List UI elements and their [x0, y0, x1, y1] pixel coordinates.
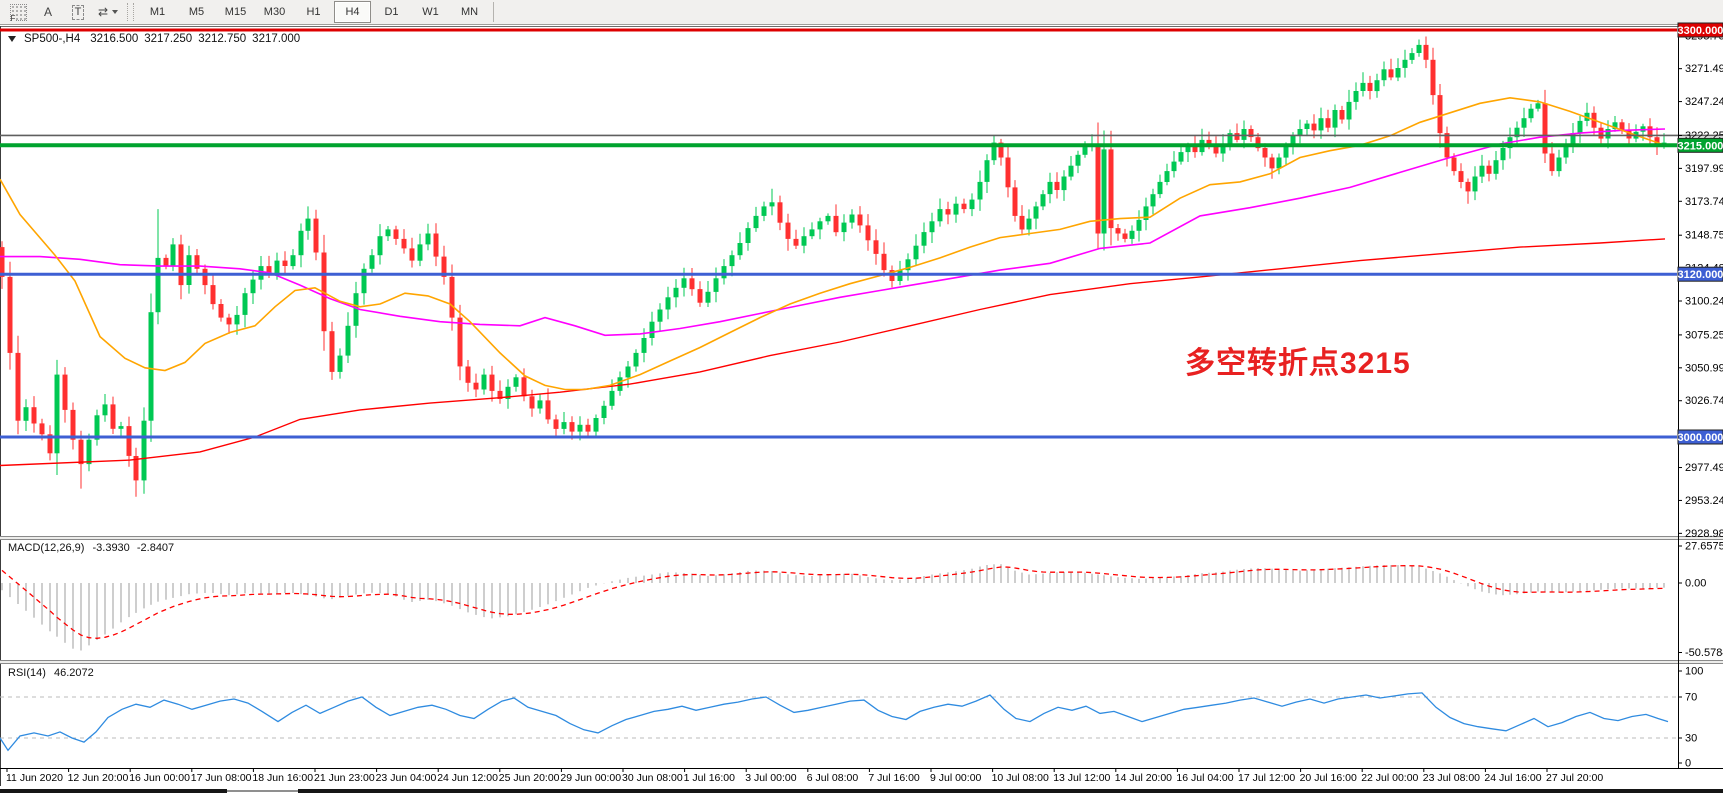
svg-text:100: 100	[1685, 666, 1703, 678]
svg-text:3120.000: 3120.000	[1678, 269, 1723, 281]
svg-text:3148.750: 3148.750	[1685, 230, 1723, 242]
timeframe-button-m5[interactable]: M5	[188, 6, 205, 18]
fibonacci-grid-tool-icon: F	[9, 3, 27, 23]
svg-text:0: 0	[1685, 758, 1691, 770]
quote-close: 3217.000	[252, 33, 301, 45]
panel-separator-1[interactable]	[0, 660, 1723, 664]
svg-text:27.6575: 27.6575	[1685, 541, 1723, 553]
chart-background[interactable]	[0, 26, 1723, 786]
svg-text:3173.740: 3173.740	[1685, 196, 1723, 208]
quote-low: 3212.750	[198, 33, 247, 45]
svg-text:11 Jun 2020: 11 Jun 2020	[6, 772, 63, 784]
svg-text:1 Jul 16:00: 1 Jul 16:00	[684, 772, 736, 784]
macd-value-signal: -2.8407	[136, 542, 175, 554]
timeframe-button-m1[interactable]: M1	[149, 6, 166, 18]
indicator-axis-ticks: 27.6575 0.00 -50.5784 100 70 30 0	[1678, 541, 1723, 770]
rsi-indicator-label: RSI(14) 46.2072	[8, 667, 94, 679]
toolbar: F A T ⇄ M1 M5 M15 M30 H1 H4 D1 W1 MN	[0, 0, 1723, 25]
svg-text:3 Jul 00:00: 3 Jul 00:00	[745, 772, 797, 784]
svg-text:3197.995: 3197.995	[1685, 163, 1723, 175]
quote-high: 3217.250	[144, 33, 193, 45]
svg-text:2928.985: 2928.985	[1685, 528, 1723, 540]
macd-indicator-label: MACD(12,26,9) -3.3930 -2.8407	[8, 542, 175, 554]
timeframe-button-m30[interactable]: M30	[263, 6, 286, 18]
svg-text:16 Jul 04:00: 16 Jul 04:00	[1176, 772, 1233, 784]
macd-histogram	[1, 564, 1665, 651]
time-axis-labels: 11 Jun 2020 12 Jun 20:00 16 Jun 00:00 17 Ju…	[6, 768, 1603, 784]
chart-annotation-text[interactable]: 多空转折点3215	[1185, 347, 1411, 380]
svg-text:29 Jun 00:00: 29 Jun 00:00	[560, 772, 621, 784]
svg-text:30: 30	[1685, 733, 1697, 745]
fibonacci-grid-tool-button[interactable]: F	[4, 1, 32, 24]
price-badge-3300.000: 3300.000	[1677, 22, 1723, 38]
svg-text:21 Jun 23:00: 21 Jun 23:00	[314, 772, 375, 784]
timeframe-button-h4[interactable]: H4	[334, 1, 371, 23]
rsi-line	[0, 692, 1669, 752]
price-badge-3120.000: 3120.000	[1677, 266, 1723, 282]
svg-text:10 Jul 08:00: 10 Jul 08:00	[992, 772, 1049, 784]
timeframe-button-w1[interactable]: W1	[422, 6, 439, 18]
svg-text:22 Jul 00:00: 22 Jul 00:00	[1361, 772, 1418, 784]
price-badge-3000.000: 3000.000	[1677, 429, 1723, 445]
svg-text:20 Jul 16:00: 20 Jul 16:00	[1300, 772, 1357, 784]
taskbar-edge	[0, 787, 1723, 794]
timeframe-button-h1[interactable]: H1	[306, 6, 321, 18]
panel-separator-0[interactable]	[0, 536, 1723, 540]
ma-slow-red-line	[0, 238, 1666, 467]
svg-text:3100.240: 3100.240	[1685, 296, 1723, 308]
svg-text:25 Jun 20:00: 25 Jun 20:00	[499, 772, 560, 784]
toolbar-separator	[127, 3, 134, 21]
price-badge-3215.000: 3215.000	[1677, 137, 1723, 153]
timeframe-button-d1[interactable]: D1	[384, 6, 399, 18]
svg-text:3247.240: 3247.240	[1685, 96, 1723, 108]
svg-text:2977.495: 2977.495	[1685, 462, 1723, 474]
svg-text:30 Jun 08:00: 30 Jun 08:00	[622, 772, 683, 784]
svg-text:3000.000: 3000.000	[1678, 432, 1723, 444]
taskbar-segment	[227, 790, 298, 792]
svg-text:12 Jun 20:00: 12 Jun 20:00	[68, 772, 129, 784]
svg-text:3215.000: 3215.000	[1678, 140, 1723, 152]
macd-value-main: -3.3930	[92, 542, 130, 554]
svg-text:27 Jul 20:00: 27 Jul 20:00	[1546, 772, 1603, 784]
svg-text:23 Jul 08:00: 23 Jul 08:00	[1423, 772, 1480, 784]
svg-text:3300.000: 3300.000	[1678, 25, 1723, 37]
svg-text:14 Jul 20:00: 14 Jul 20:00	[1115, 772, 1172, 784]
svg-text:2953.240: 2953.240	[1685, 495, 1723, 507]
svg-text:24 Jul 16:00: 24 Jul 16:00	[1484, 772, 1541, 784]
ma-mid-magenta-line	[0, 128, 1666, 337]
svg-text:16 Jun 00:00: 16 Jun 00:00	[129, 772, 190, 784]
symbol-timeframe-label: SP500-,H4	[24, 33, 81, 45]
svg-text:6 Jul 08:00: 6 Jul 08:00	[807, 772, 859, 784]
timeframe-button-mn[interactable]: MN	[460, 6, 479, 18]
candlestick-series	[0, 36, 1667, 497]
svg-text:3075.250: 3075.250	[1685, 329, 1723, 341]
svg-text:9 Jul 00:00: 9 Jul 00:00	[930, 772, 982, 784]
taskbar-segment	[0, 789, 227, 793]
svg-text:-50.5784: -50.5784	[1685, 647, 1723, 659]
quote-open: 3216.500	[90, 33, 139, 45]
toolbar-separator-2	[493, 2, 494, 22]
svg-text:17 Jul 12:00: 17 Jul 12:00	[1238, 772, 1295, 784]
svg-text:17 Jun 08:00: 17 Jun 08:00	[191, 772, 252, 784]
svg-text:3026.740: 3026.740	[1685, 395, 1723, 407]
svg-text:13 Jul 12:00: 13 Jul 12:00	[1053, 772, 1110, 784]
svg-text:18 Jun 16:00: 18 Jun 16:00	[252, 772, 313, 784]
svg-text:0.00: 0.00	[1685, 578, 1706, 590]
svg-text:3050.995: 3050.995	[1685, 362, 1723, 374]
svg-text:23 Jun 04:00: 23 Jun 04:00	[376, 772, 437, 784]
dropdown-caret-icon[interactable]	[112, 10, 119, 14]
rsi-value: 46.2072	[53, 667, 94, 679]
svg-text:70: 70	[1685, 692, 1697, 704]
svg-text:24 Jun 12:00: 24 Jun 12:00	[437, 772, 498, 784]
chart-title-bar: SP500-,H4 3216.500 3217.250 3212.750 321…	[8, 33, 300, 45]
timeframe-button-m15[interactable]: M15	[224, 6, 247, 18]
chart-dropdown-icon[interactable]	[8, 36, 16, 42]
svg-text:3271.495: 3271.495	[1685, 63, 1723, 75]
taskbar-segment	[298, 789, 1723, 793]
svg-text:7 Jul 16:00: 7 Jul 16:00	[868, 772, 920, 784]
